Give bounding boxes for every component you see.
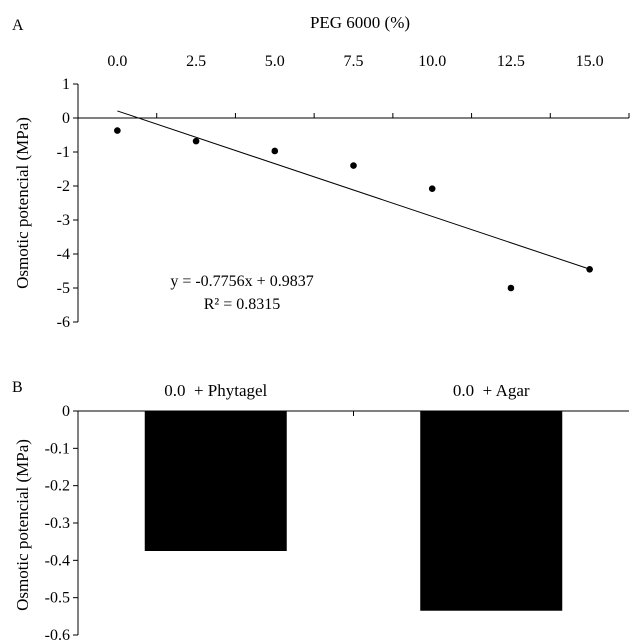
panel-a-y-tick-label: -6	[57, 314, 70, 331]
panel-b: B Osmotic potencial (MPa) 0 -0.1 -0.2 -0.3 -…	[12, 379, 629, 644]
panel-b-bars	[144, 411, 563, 611]
panel-a-axes	[73, 83, 630, 323]
panel-a-y-axis-label: Osmotic potencial (MPa)	[13, 117, 32, 289]
panel-b-category-label: 0.0 + Phytagel	[164, 381, 267, 400]
panel-a-x-tick-label: 10.0	[418, 53, 446, 70]
panel-a-trendline	[117, 110, 590, 270]
panel-b-y-axis-label: Osmotic potencial (MPa)	[13, 439, 32, 611]
panel-a-trendline-group	[117, 110, 590, 270]
panel-b-y-tick-label: -0.2	[45, 478, 70, 495]
panel-a-letter: A	[12, 17, 24, 34]
panel-a-y-tick-label: -2	[57, 178, 70, 195]
panel-a-y-tick-label: 0	[62, 110, 70, 127]
panel-a-x-ticks: 0.0 2.5 5.0 7.5 10.0 12.5 15.0	[107, 53, 603, 70]
panel-b-y-tick-label: -0.3	[45, 515, 70, 532]
panel-a-x-tick-label: 0.0	[107, 53, 127, 70]
panel-a-data-point	[586, 266, 593, 273]
panel-a-data-point	[507, 284, 515, 292]
panel-a-y-tick-label: -5	[57, 280, 70, 297]
panel-b-y-tick-label: -0.5	[45, 590, 70, 607]
panel-a-y-tick-label: -1	[57, 144, 70, 161]
panel-a-r-squared: R² = 0.8315	[204, 296, 281, 313]
panel-b-y-tick-label: 0	[62, 403, 70, 420]
panel-a-x-tick-label: 12.5	[497, 53, 525, 70]
panel-a-points	[114, 127, 593, 292]
panel-a-data-point	[428, 185, 436, 193]
panel-a: A PEG 6000 (%) Osmotic potencial (MPa) 0…	[12, 13, 630, 331]
panel-b-y-tick-label: -0.1	[45, 440, 70, 457]
panel-a-title: PEG 6000 (%)	[310, 13, 410, 32]
panel-a-y-tick-label: -4	[57, 246, 70, 263]
panel-a-data-point	[114, 127, 121, 134]
panel-b-bar	[144, 411, 287, 551]
panel-a-x-tick-label: 2.5	[186, 53, 206, 70]
panel-b-y-tick-label: -0.6	[45, 627, 70, 644]
panel-a-data-point	[192, 137, 200, 145]
panel-b-letter: B	[12, 379, 23, 396]
panel-a-y-ticks: 1 0 -1 -2 -3 -4 -5 -6	[57, 76, 70, 331]
panel-a-x-tick-label: 15.0	[576, 53, 604, 70]
panel-b-y-ticks: 0 -0.1 -0.2 -0.3 -0.4 -0.5 -0.6	[45, 403, 70, 644]
panel-b-y-tick-label: -0.4	[45, 552, 70, 569]
panel-a-y-tick-label: -3	[57, 212, 70, 229]
panel-a-equation: y = -0.7756x + 0.9837	[170, 273, 313, 290]
panel-b-category-label: 0.0 + Agar	[453, 381, 530, 400]
panel-a-data-point	[350, 162, 357, 169]
panel-a-y-tick-label: 1	[62, 76, 70, 93]
panel-a-x-tick-label: 5.0	[265, 53, 285, 70]
panel-a-x-tick-label: 7.5	[344, 53, 364, 70]
panel-b-category-labels: 0.0 + Phytagel 0.0 + Agar	[164, 381, 530, 400]
panel-a-data-point	[271, 147, 279, 155]
panel-b-bar	[420, 411, 563, 611]
